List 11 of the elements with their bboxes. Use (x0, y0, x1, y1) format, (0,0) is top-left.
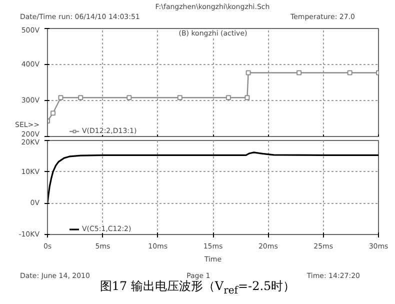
point (78, 95, 84, 100)
point (347, 70, 352, 76)
point (296, 70, 302, 76)
point (126, 95, 132, 100)
point (246, 70, 251, 76)
point (177, 95, 182, 100)
point (58, 95, 64, 100)
point (244, 95, 250, 100)
point (226, 95, 231, 100)
caption: 图17 输出电压波形（V$_{ref}$=-2.5时） (100, 279, 296, 296)
point (50, 110, 56, 116)
